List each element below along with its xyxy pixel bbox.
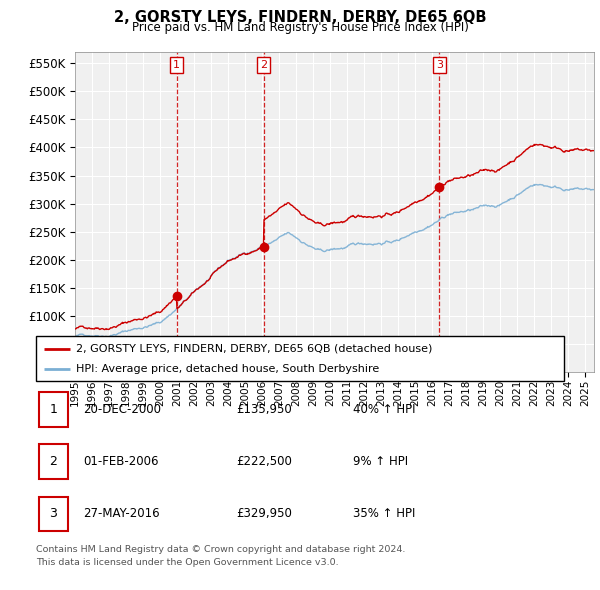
FancyBboxPatch shape (38, 497, 68, 531)
Text: 1: 1 (49, 403, 57, 416)
Text: Contains HM Land Registry data © Crown copyright and database right 2024.: Contains HM Land Registry data © Crown c… (36, 545, 406, 553)
Text: 2, GORSTY LEYS, FINDERN, DERBY, DE65 6QB: 2, GORSTY LEYS, FINDERN, DERBY, DE65 6QB (114, 10, 486, 25)
Text: 01-FEB-2006: 01-FEB-2006 (83, 455, 159, 468)
Text: 2: 2 (260, 60, 267, 70)
FancyBboxPatch shape (38, 444, 68, 479)
Text: Price paid vs. HM Land Registry's House Price Index (HPI): Price paid vs. HM Land Registry's House … (131, 21, 469, 34)
Text: 27-MAY-2016: 27-MAY-2016 (83, 507, 160, 520)
FancyBboxPatch shape (38, 392, 68, 427)
Text: 2: 2 (49, 455, 57, 468)
FancyBboxPatch shape (36, 336, 564, 381)
Text: 3: 3 (49, 507, 57, 520)
Text: This data is licensed under the Open Government Licence v3.0.: This data is licensed under the Open Gov… (36, 558, 338, 566)
Text: £329,950: £329,950 (236, 507, 293, 520)
Text: 35% ↑ HPI: 35% ↑ HPI (353, 507, 415, 520)
Text: £135,950: £135,950 (236, 403, 292, 416)
Text: £222,500: £222,500 (236, 455, 293, 468)
Text: 20-DEC-2000: 20-DEC-2000 (83, 403, 161, 416)
Text: 3: 3 (436, 60, 443, 70)
Text: 40% ↑ HPI: 40% ↑ HPI (353, 403, 415, 416)
Text: 2, GORSTY LEYS, FINDERN, DERBY, DE65 6QB (detached house): 2, GORSTY LEYS, FINDERN, DERBY, DE65 6QB… (76, 344, 432, 353)
Text: HPI: Average price, detached house, South Derbyshire: HPI: Average price, detached house, Sout… (76, 365, 379, 375)
Text: 9% ↑ HPI: 9% ↑ HPI (353, 455, 408, 468)
Text: 1: 1 (173, 60, 180, 70)
